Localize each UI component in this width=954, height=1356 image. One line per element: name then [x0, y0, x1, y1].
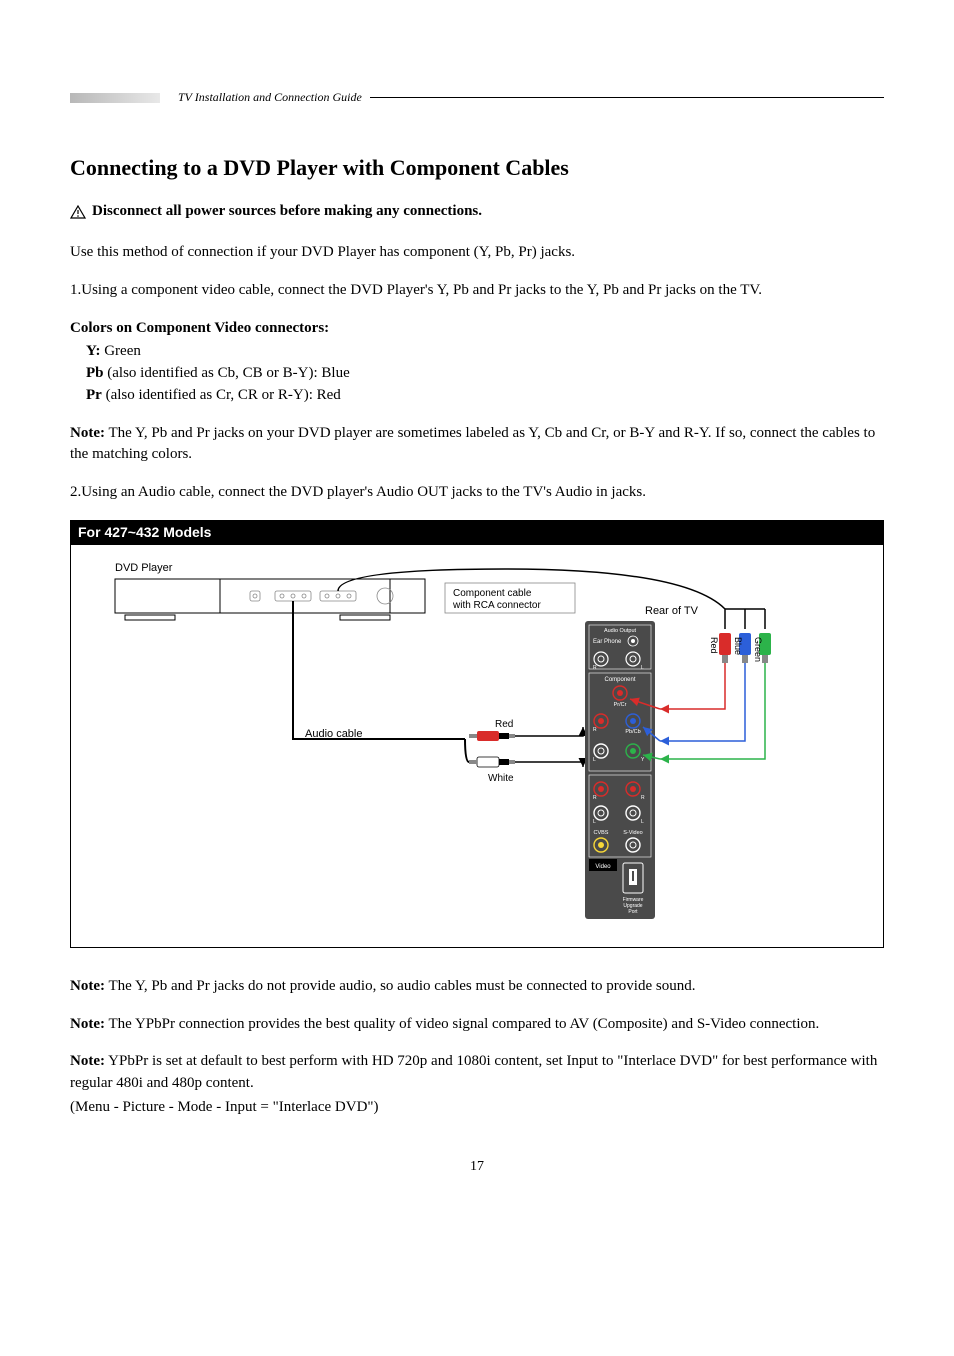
note-4: Note: YPbPr is set at default to best pe…: [70, 1051, 884, 1095]
page-number: 17: [70, 1159, 884, 1175]
pr-label: Pr: [86, 387, 102, 403]
note2-label: Note:: [70, 978, 105, 994]
svg-text:L: L: [593, 819, 596, 825]
note1-label: Note:: [70, 425, 105, 441]
audio-plug-red: [469, 731, 515, 741]
audio-cable-label: Audio cable: [305, 728, 363, 740]
note2-text: The Y, Pb and Pr jacks do not provide au…: [105, 978, 695, 994]
audio-plug-white: [469, 757, 515, 767]
header-gradient-bar: [70, 93, 160, 103]
note3-label: Note:: [70, 1016, 105, 1032]
note-4-menu: (Menu - Picture - Mode - Input = "Interl…: [70, 1097, 884, 1119]
y-label: Y:: [86, 343, 100, 359]
svg-text:Ear Phone: Ear Phone: [593, 639, 622, 645]
dvd-player-shape: [115, 579, 425, 620]
component-cable-label-2: with RCA connector: [452, 600, 541, 611]
note-1: Note: The Y, Pb and Pr jacks on your DVD…: [70, 423, 884, 467]
colors-list: Y: Green Pb (also identified as Cb, CB o…: [70, 341, 884, 406]
note-3: Note: The YPbPr connection provides the …: [70, 1014, 884, 1036]
connection-diagram: DVD Player Component cable with RCA conn…: [85, 559, 875, 929]
svg-text:R: R: [593, 727, 597, 733]
plug-blue-label: Blue: [733, 637, 743, 655]
header-section-title: TV Installation and Connection Guide: [178, 90, 362, 105]
diagram-container: DVD Player Component cable with RCA conn…: [70, 544, 884, 948]
intro-text: Use this method of connection if your DV…: [70, 242, 884, 264]
y-value: Green: [100, 343, 140, 359]
page-header: TV Installation and Connection Guide: [70, 90, 884, 105]
step-1: 1.Using a component video cable, connect…: [70, 280, 884, 302]
note4-label: Note:: [70, 1053, 105, 1069]
svg-text:Port: Port: [628, 909, 638, 915]
svg-text:Video: Video: [595, 864, 611, 870]
colors-heading: Colors on Component Video connectors:: [70, 318, 884, 340]
audio-red-label: Red: [495, 719, 513, 730]
note3-text: The YPbPr connection provides the best q…: [105, 1016, 819, 1032]
plug-green-label: Green: [753, 637, 763, 662]
svg-text:L: L: [641, 819, 644, 825]
warning-text: Disconnect all power sources before maki…: [92, 203, 482, 220]
header-rule: [370, 97, 884, 98]
plug-red-label: Red: [709, 637, 719, 654]
diagram-header-bar: For 427~432 Models: [70, 520, 884, 544]
warning-icon: [70, 205, 86, 219]
svg-text:Audio Output: Audio Output: [604, 628, 637, 634]
rear-tv-label: Rear of TV: [645, 605, 699, 617]
note-2: Note: The Y, Pb and Pr jacks do not prov…: [70, 976, 884, 998]
audio-white-label: White: [488, 773, 514, 784]
plug-red: [719, 633, 731, 663]
svg-text:R: R: [593, 795, 597, 801]
component-cable-label-1: Component cable: [453, 588, 532, 599]
svg-text:R: R: [593, 665, 597, 671]
warning-row: Disconnect all power sources before maki…: [70, 203, 884, 220]
svg-text:L: L: [641, 665, 644, 671]
svg-text:Pr/Cr: Pr/Cr: [614, 702, 627, 708]
svg-text:Pb/Cb: Pb/Cb: [625, 729, 640, 735]
step-2: 2.Using an Audio cable, connect the DVD …: [70, 482, 884, 504]
pr-value: (also identified as Cr, CR or R-Y): Red: [102, 387, 341, 403]
pb-label: Pb: [86, 365, 104, 381]
tv-rear-panel: Audio Output Ear Phone R L Component Pr/…: [585, 621, 655, 919]
svg-text:R: R: [641, 795, 645, 801]
svg-text:S-Video: S-Video: [623, 830, 642, 836]
svg-text:Component: Component: [604, 677, 635, 683]
dvd-player-label: DVD Player: [115, 562, 173, 574]
note1-text: The Y, Pb and Pr jacks on your DVD playe…: [70, 425, 875, 463]
svg-text:CVBS: CVBS: [594, 830, 609, 836]
page-title: Connecting to a DVD Player with Componen…: [70, 155, 884, 181]
svg-text:L: L: [593, 757, 596, 763]
pb-value: (also identified as Cb, CB or B-Y): Blue: [104, 365, 350, 381]
note4-text: YPbPr is set at default to best perform …: [70, 1053, 877, 1091]
